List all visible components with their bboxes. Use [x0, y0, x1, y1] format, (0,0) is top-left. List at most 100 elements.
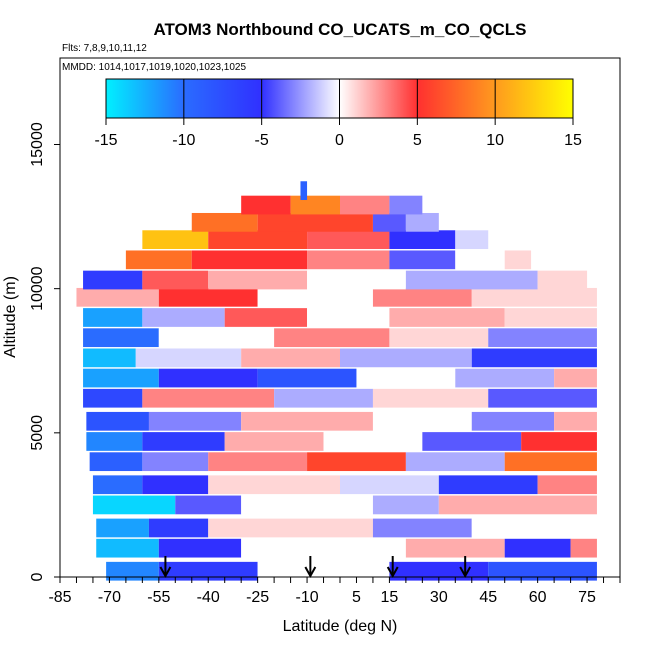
heatmap-cell [405, 270, 538, 290]
heatmap-cell [83, 368, 159, 388]
dates-subtitle: MMDD: 1014,1017,1019,1020,1023,1025 [62, 62, 246, 73]
heatmap-cell [290, 195, 340, 215]
heatmap-cell [158, 368, 258, 388]
colorbar-tick-label: 5 [413, 132, 422, 149]
heatmap-cell [158, 538, 242, 558]
colorbar-ticks: -15 -10 -5 0 5 10 15 [94, 79, 582, 149]
heatmap-cell [537, 270, 588, 290]
heatmap-cell [142, 432, 225, 451]
heatmap-cell [504, 308, 597, 327]
heatmap-cell [158, 287, 258, 307]
heatmap-cell [175, 495, 242, 515]
heatmap-cell [191, 250, 308, 270]
colorbar-tick-label: 0 [335, 132, 344, 149]
heatmap-cell [241, 348, 340, 368]
heatmap-cell [488, 561, 597, 581]
arrow-head [159, 566, 172, 579]
x-tick-label: -10 [295, 589, 318, 606]
heatmap-cell [208, 518, 373, 538]
heatmap-cell [438, 475, 538, 495]
x-axis-label: Latitude (deg N) [283, 618, 398, 635]
heatmap-cell [158, 561, 258, 581]
x-tick-label: 75 [578, 589, 596, 606]
heatmap-cell [389, 195, 423, 215]
heatmap-cell [86, 411, 149, 431]
heatmap-cell [148, 411, 242, 431]
y-tick-label: 5000 [29, 415, 46, 451]
heatmap-cell [89, 452, 143, 472]
x-tick-label: 15 [381, 589, 399, 606]
x-axis: -85 -70 -55 -40 -25 -10 5 15 30 45 60 75 [48, 577, 621, 606]
heatmap-cell [455, 250, 505, 270]
x-tick-label: 5 [352, 589, 361, 606]
heatmap-cell [389, 308, 505, 327]
heatmap-cell [241, 495, 373, 515]
colorbar-tick-label: -15 [94, 132, 117, 149]
heatmap-cell [554, 411, 597, 431]
heatmap-cell [340, 195, 390, 215]
heatmap-cell [125, 250, 192, 270]
heatmap-cell [504, 452, 597, 472]
heatmap-cell [257, 212, 373, 232]
heatmap-cell [92, 495, 176, 515]
heatmap-cell [142, 475, 209, 495]
heatmap-cell [372, 287, 472, 307]
heatmap-cell [471, 518, 597, 538]
heatmap-cell [307, 230, 390, 250]
heatmap-cell [300, 181, 308, 201]
x-tick-label: -25 [246, 589, 269, 606]
heatmap-cell [96, 538, 159, 558]
heatmap-cell [83, 328, 159, 348]
heatmap-cell [241, 538, 406, 558]
heatmap-cell [372, 495, 439, 515]
heatmap-cell [405, 538, 505, 558]
heatmap-cell [307, 270, 406, 290]
x-tick-label: 30 [430, 589, 448, 606]
heatmap-cell [356, 368, 456, 388]
heatmap-cell [307, 250, 390, 270]
arrow-head [386, 566, 399, 579]
heatmap-cell [405, 452, 505, 472]
heatmap-cell [208, 475, 340, 495]
heatmap-cell [191, 212, 258, 232]
x-tick-label: -70 [98, 589, 121, 606]
heatmap-cell [488, 388, 597, 408]
heatmap-cell [389, 250, 456, 270]
colorbar-tick-label: -10 [172, 132, 195, 149]
colorbar-tick-label: 15 [564, 132, 582, 149]
heatmap-cell [224, 432, 324, 451]
heatmap-cell [76, 287, 159, 307]
x-tick-label: -85 [48, 589, 71, 606]
heatmap-cell [389, 328, 489, 348]
heatmap-cell [372, 388, 489, 408]
heatmap-cell [504, 538, 571, 558]
heatmap-cell [389, 230, 456, 250]
heatmap-cell [405, 212, 439, 232]
x-tick-label: 45 [479, 589, 497, 606]
heatmap-cell [372, 411, 472, 431]
heatmap-cell [471, 287, 597, 307]
heatmap-cell [307, 452, 406, 472]
y-axis: 0 5000 10000 15000 [29, 122, 60, 581]
heatmap-cell [142, 452, 209, 472]
chart-title: ATOM3 Northbound CO_UCATS_m_CO_QCLS [153, 20, 526, 39]
y-tick-label: 0 [29, 572, 46, 581]
x-tick-label: 60 [529, 589, 547, 606]
heatmap-cell [148, 518, 209, 538]
heatmap-cell [488, 328, 597, 348]
y-tick-label: 15000 [29, 122, 46, 167]
heatmap-cell [257, 368, 357, 388]
y-tick-label: 10000 [29, 266, 46, 311]
x-tick-label: -55 [147, 589, 170, 606]
heatmap-cell [142, 308, 225, 327]
heatmap-cell [455, 230, 489, 250]
heatmap-cell [208, 452, 308, 472]
heatmap-cell [142, 230, 209, 250]
colorbar-tick-label: -5 [255, 132, 269, 149]
heatmap-cell [438, 495, 597, 515]
heatmap-cell [504, 250, 532, 270]
colorbar-tick-label: 10 [486, 132, 504, 149]
heatmap-cell [274, 328, 390, 348]
heatmap-cell [274, 388, 373, 408]
